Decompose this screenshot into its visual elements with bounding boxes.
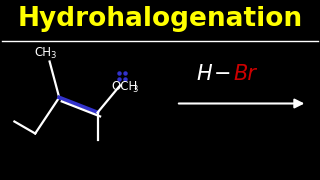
- Text: H: H: [197, 64, 213, 84]
- Text: Hydrohalogenation: Hydrohalogenation: [17, 6, 303, 33]
- Text: OCH: OCH: [111, 80, 137, 93]
- Text: Br: Br: [233, 64, 256, 84]
- Text: −: −: [214, 64, 231, 84]
- Text: CH: CH: [35, 46, 52, 59]
- Text: 3: 3: [51, 51, 56, 60]
- Text: 3: 3: [132, 85, 138, 94]
